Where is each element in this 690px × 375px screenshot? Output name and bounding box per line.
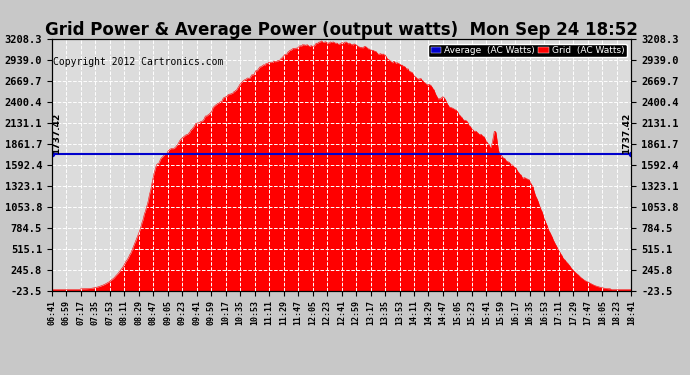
Text: 1737.42: 1737.42	[622, 112, 631, 154]
Title: Grid Power & Average Power (output watts)  Mon Sep 24 18:52: Grid Power & Average Power (output watts…	[45, 21, 638, 39]
Text: 1737.42: 1737.42	[52, 112, 61, 154]
Legend: Average  (AC Watts), Grid  (AC Watts): Average (AC Watts), Grid (AC Watts)	[428, 44, 627, 57]
Text: Copyright 2012 Cartronics.com: Copyright 2012 Cartronics.com	[53, 57, 224, 67]
